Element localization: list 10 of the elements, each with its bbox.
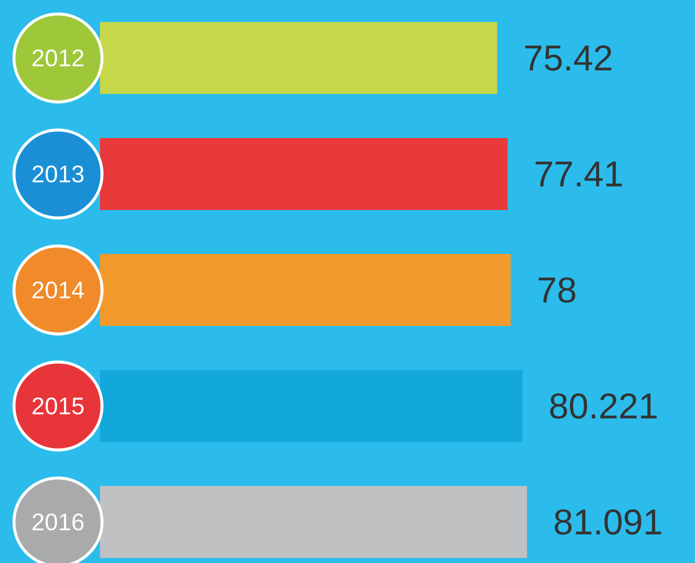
- data-label: 78: [538, 277, 576, 303]
- data-label: 77.41: [536, 162, 622, 186]
- y-tick-label: 2014: [32, 282, 84, 298]
- y-tick-label: 2013: [32, 166, 84, 182]
- data-label: 75.42: [525, 45, 612, 71]
- y-tick-label: 2016: [32, 514, 84, 530]
- data-label: 81.091: [554, 509, 662, 535]
- y-tick-label: 2015: [32, 398, 84, 414]
- data-label: 80.221: [550, 393, 657, 419]
- y-tick-label: 2012: [32, 50, 84, 66]
